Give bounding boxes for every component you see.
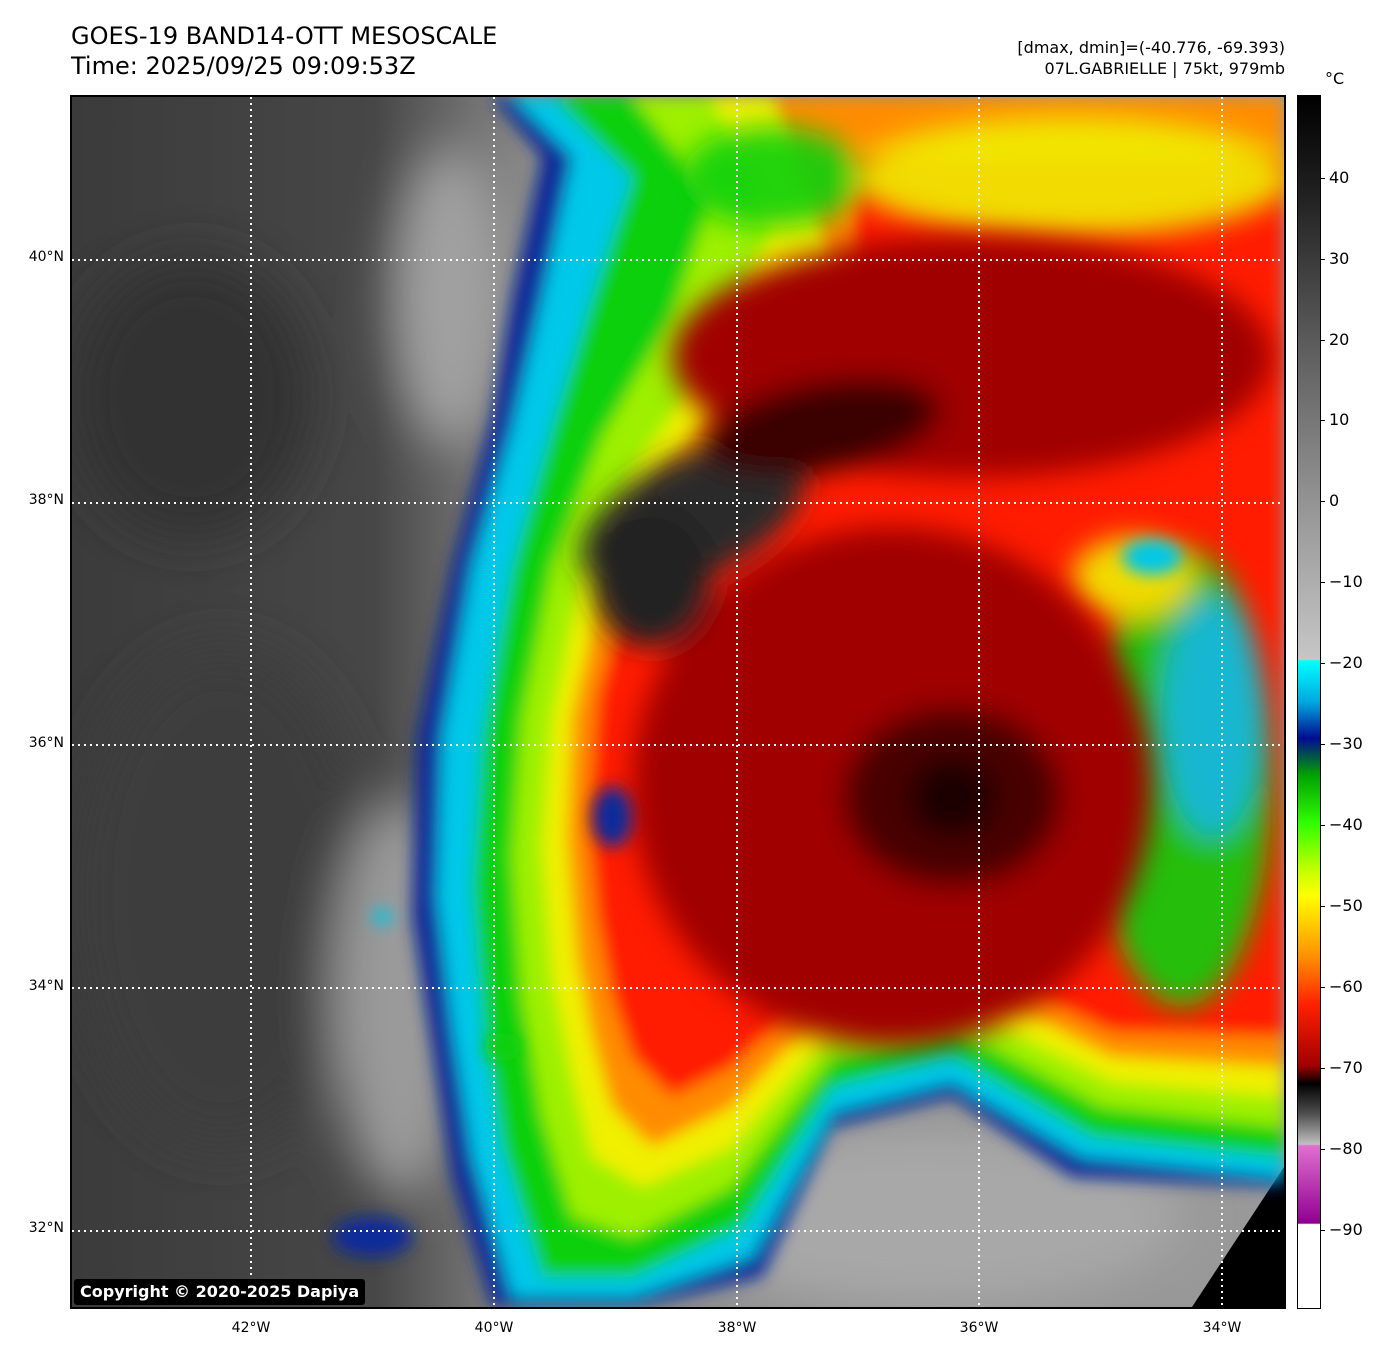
colorbar-tick: −40 (1329, 815, 1363, 834)
lon-label-36: 36°W (959, 1320, 999, 1336)
ir-imagery (72, 97, 1284, 1307)
colorbar-tick: −30 (1329, 734, 1363, 753)
lon-label-42: 42°W (231, 1320, 271, 1336)
colorbar-tick: −60 (1329, 977, 1363, 996)
satellite-image: Copyright © 2020-2025 Dapiya (70, 95, 1286, 1309)
colorbar-unit: °C (1325, 69, 1345, 88)
colorbar-tick: −50 (1329, 896, 1363, 915)
timestamp: Time: 2025/09/25 09:09:53Z (71, 52, 416, 80)
colorbar-tick: −90 (1329, 1220, 1363, 1239)
copyright-label: Copyright © 2020-2025 Dapiya (74, 1279, 366, 1305)
lon-label-38: 38°W (717, 1320, 757, 1336)
lon-label-40: 40°W (474, 1320, 514, 1336)
colorbar-tick: 30 (1329, 249, 1350, 268)
colorbar-tick: 10 (1329, 410, 1350, 429)
colorbar-tick: 40 (1329, 168, 1350, 187)
colorbar-tick: 20 (1329, 330, 1350, 349)
data-range: [dmax, dmin]=(-40.776, -69.393) (1017, 38, 1285, 57)
graticule (72, 97, 1284, 1307)
colorbar (1297, 95, 1321, 1309)
colorbar-tick: 0 (1329, 491, 1340, 510)
chart-title: GOES-19 BAND14-OTT MESOSCALE (71, 22, 498, 50)
lat-label-40: 40°N (28, 249, 64, 265)
colorbar-tick: −70 (1329, 1058, 1363, 1077)
storm-info: 07L.GABRIELLE | 75kt, 979mb (1044, 59, 1285, 78)
colorbar-tick: −80 (1329, 1139, 1363, 1158)
colorbar-tick: −10 (1329, 572, 1363, 591)
colorbar-tick: −20 (1329, 653, 1363, 672)
lat-label-34: 34°N (28, 978, 64, 994)
lon-label-34: 34°W (1202, 1320, 1242, 1336)
lat-label-38: 38°N (28, 492, 64, 508)
lat-label-36: 36°N (28, 735, 64, 751)
lat-label-32: 32°N (28, 1220, 64, 1236)
